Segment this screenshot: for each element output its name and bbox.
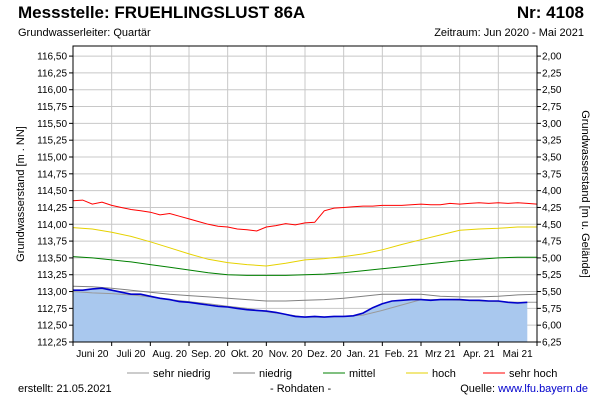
y2-tick-label: 4,00 (542, 186, 562, 197)
y-tick-label: 116,25 (37, 68, 67, 79)
y2-tick-label: 2,25 (542, 68, 562, 79)
y2-tick-label: 3,00 (542, 119, 562, 130)
x-tick-label: Sep. 20 (191, 349, 226, 360)
y-tick-label: 114,50 (37, 186, 67, 197)
y-tick-label: 114,75 (37, 169, 67, 180)
station-title: Messstelle: FRUEHLINGSLUST 86A (18, 3, 306, 22)
y2-tick-label: 6,00 (542, 321, 562, 332)
y-tick-label: 115,25 (37, 136, 67, 147)
y2-tick-label: 6,25 (542, 338, 562, 349)
y2-tick-label: 5,00 (542, 253, 562, 264)
legend-label: sehr hoch (509, 368, 557, 380)
y-tick-label: 114,25 (37, 203, 67, 214)
series-actual-line (73, 287, 528, 318)
y-tick-label: 113,25 (37, 270, 67, 281)
y2-tick-label: 4,50 (542, 220, 562, 231)
x-tick-label: Jan. 21 (347, 349, 380, 360)
y-tick-label: 114,00 (37, 220, 67, 231)
series-hoch-line (72, 226, 537, 267)
series-sehr-hoch-line (72, 199, 538, 232)
y-tick-label: 115,50 (37, 119, 67, 130)
y-tick-label: 113,50 (37, 253, 67, 264)
series-layer (72, 199, 538, 318)
y-axis-right: 2,00 2,25 2,50 2,75 3,00 3,25 3,50 3,75 4,00 4,25… (537, 52, 562, 349)
y2-tick-label: 4,75 (542, 237, 562, 248)
raw-data-note: - Rohdaten - (270, 383, 332, 395)
x-tick-label: Mrz 21 (425, 349, 456, 360)
legend-label: mittel (349, 368, 375, 380)
station-number: Nr: 4108 (516, 3, 584, 22)
y2-tick-label: 5,25 (542, 270, 562, 281)
x-tick-label: Juni 20 (76, 349, 109, 360)
source-note: Quelle: www.lfu.bayern.de (460, 383, 588, 395)
period-label: Zeitraum: Jun 2020 - Mai 2021 (434, 27, 584, 39)
legend-label: hoch (432, 368, 456, 380)
legend-label: niedrig (259, 368, 292, 380)
y2-tick-label: 5,50 (542, 287, 562, 298)
legend-label: sehr niedrig (153, 368, 210, 380)
y-tick-label: 115,00 (37, 153, 67, 164)
y2-tick-label: 2,50 (542, 85, 562, 96)
source-link[interactable]: www.lfu.bayern.de (498, 383, 588, 395)
y2-tick-label: 4,25 (542, 203, 562, 214)
y2-tick-label: 3,50 (542, 153, 562, 164)
y-axis-left: 116,50 116,25 116,00 115,75 115,50 115,25 115,… (37, 52, 73, 349)
created-date: erstellt: 21.05.2021 (18, 383, 112, 395)
x-tick-label: Okt. 20 (231, 349, 264, 360)
y-tick-label: 112,75 (37, 304, 67, 315)
x-tick-label: Nov. 20 (269, 349, 303, 360)
y-tick-label: 116,50 (37, 52, 67, 63)
y-tick-label: 113,75 (37, 237, 67, 248)
x-tick-label: Apr. 21 (463, 349, 495, 360)
y2-tick-label: 3,25 (542, 136, 562, 147)
y-tick-label: 115,75 (37, 102, 67, 113)
x-tick-label: Mai 21 (503, 349, 533, 360)
x-axis: Juni 20 Juli 20 Aug. 20 Sep. 20 Okt. 20 Nov. … (72, 342, 538, 360)
y-tick-label: 116,00 (37, 85, 67, 96)
x-tick-label: Aug. 20 (152, 349, 187, 360)
y2-tick-label: 2,00 (542, 52, 562, 63)
y2-tick-label: 5,75 (542, 304, 562, 315)
source-label: Quelle: (460, 383, 496, 395)
y-tick-label: 113,00 (37, 287, 67, 298)
y-tick-label: 112,50 (37, 321, 67, 332)
series-mittel-line (72, 256, 537, 276)
x-tick-label: Dez. 20 (307, 349, 342, 360)
y2-tick-label: 3,75 (542, 169, 562, 180)
y2-axis-label: Grundwasserstand [m u. Gelände] (579, 110, 591, 278)
y2-tick-label: 2,75 (542, 102, 562, 113)
series-niedrig-line (72, 285, 538, 302)
y-axis-label: Grundwasserstand [m . NN] (15, 126, 27, 262)
x-tick-label: Feb. 21 (385, 349, 419, 360)
legend: sehr niedrig niedrig mittel hoch sehr hoch (127, 368, 557, 380)
y-tick-label: 112,25 (37, 338, 67, 349)
aquifer-label: Grundwasserleiter: Quartär (18, 27, 151, 39)
x-tick-label: Juli 20 (117, 349, 146, 360)
